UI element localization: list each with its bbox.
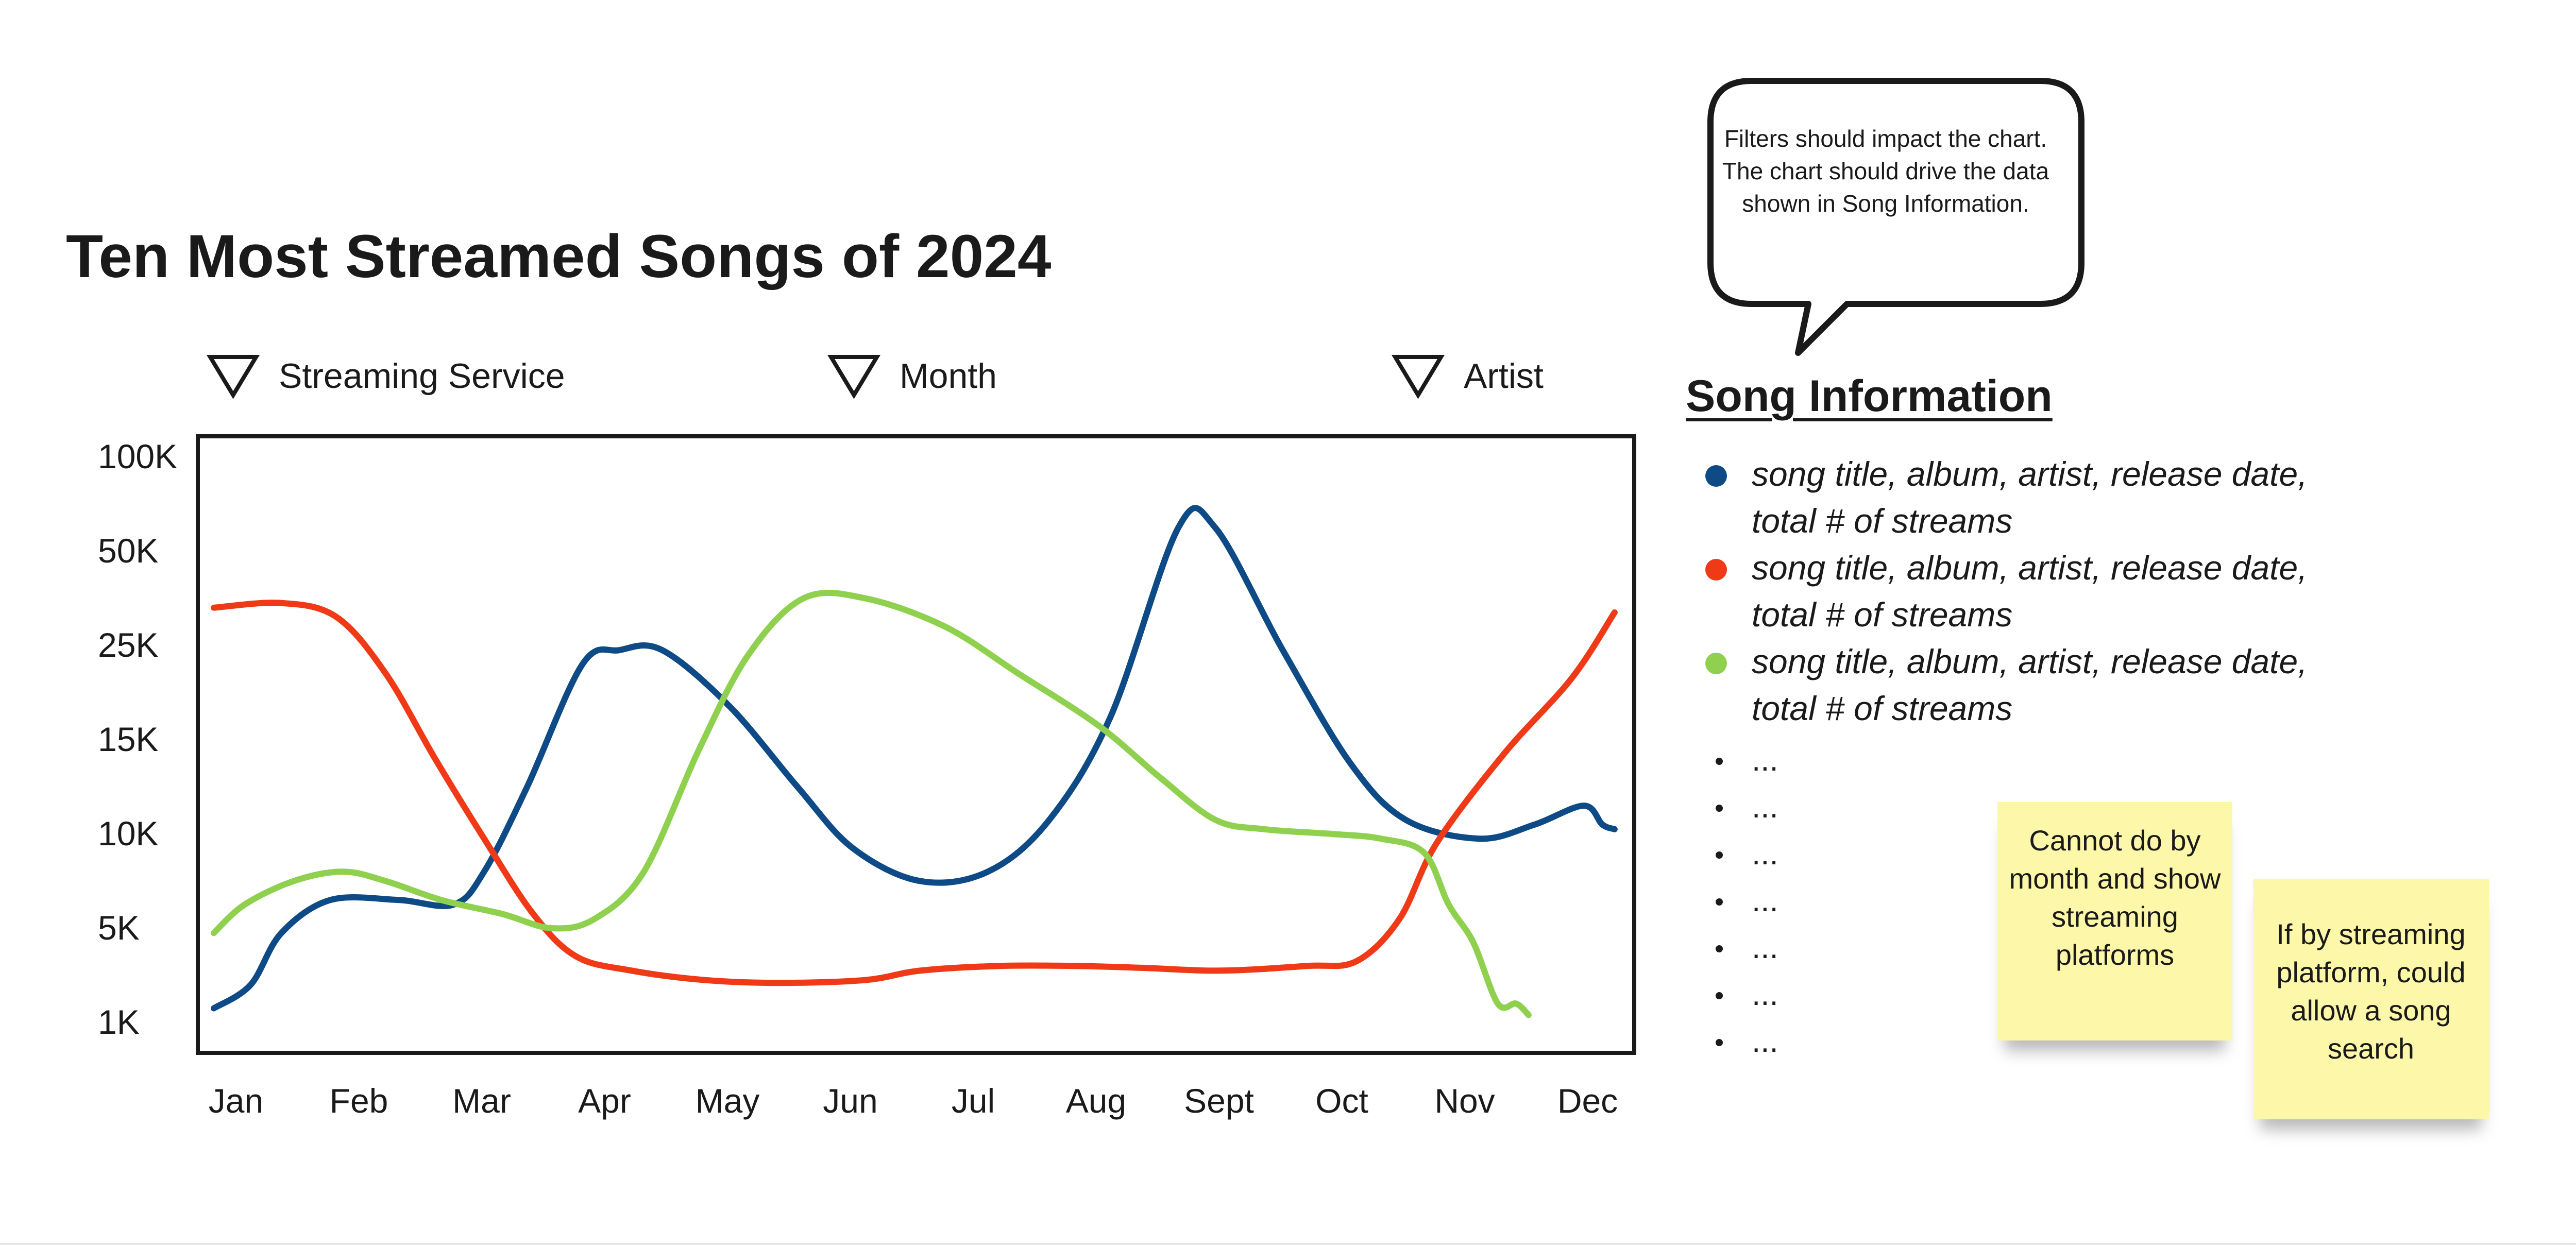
song-item[interactable]: song title, album, artist, release date,… (1705, 451, 2334, 544)
x-tick-label: Sept (1184, 1082, 1254, 1120)
list-item: ... (1716, 877, 1778, 924)
plot-frame (196, 434, 1636, 1055)
y-tick-label: 25K (98, 626, 158, 664)
triangle-down-icon (206, 355, 260, 399)
callout-text: Filters should impact the chart. The cha… (1722, 125, 2049, 217)
more-songs-list: ... ... ... ... ... ... ... (1716, 737, 1778, 1065)
x-tick-label: Jun (823, 1082, 877, 1120)
bullet-icon (1716, 1039, 1723, 1046)
list-item: ... (1716, 737, 1778, 783)
x-tick-label: Dec (1557, 1082, 1618, 1120)
series-line-1[interactable] (211, 505, 1618, 1012)
x-tick-label: Feb (330, 1082, 388, 1120)
bullet-icon (1716, 992, 1723, 999)
bullet-icon (1716, 805, 1723, 812)
list-item: ... (1716, 783, 1778, 830)
page-title: Ten Most Streamed Songs of 2024 (66, 223, 1052, 291)
list-item: ... (1716, 924, 1778, 971)
bullet-icon (1716, 758, 1723, 765)
song-info-title: Song Information (1686, 371, 2053, 421)
song-item[interactable]: song title, album, artist, release date,… (1705, 638, 2334, 732)
sticky-note[interactable]: Cannot do by month and show streaming pl… (1997, 802, 2232, 1041)
sticky-note-text: Cannot do by month and show streaming pl… (2009, 824, 2221, 971)
y-tick-label: 10K (98, 814, 158, 852)
song-item-text: song title, album, artist, release date,… (1752, 549, 2308, 634)
filter-month[interactable]: Month (827, 353, 997, 399)
x-tick-label: Jul (952, 1082, 995, 1120)
x-tick-label: Aug (1066, 1082, 1126, 1120)
filter-artist[interactable]: Artist (1391, 353, 1544, 399)
series-line-2[interactable] (211, 600, 1618, 986)
callout-bubble (1707, 78, 2084, 356)
sticky-note[interactable]: If by streaming platform, could allow a … (2253, 879, 2489, 1119)
sticky-note-text: If by streaming platform, could allow a … (2276, 918, 2466, 1065)
x-tick-label: Jan (209, 1082, 263, 1120)
x-tick-label: Nov (1434, 1082, 1495, 1120)
filter-streaming-service[interactable]: Streaming Service (206, 353, 565, 399)
bullet-icon (1716, 945, 1723, 952)
series-color-dot (1705, 465, 1727, 487)
filter-label: Month (900, 356, 997, 396)
y-tick-label: 100K (98, 437, 177, 475)
y-tick-label: 5K (98, 909, 140, 947)
y-tick-label: 15K (98, 720, 158, 758)
series-color-dot (1705, 559, 1727, 581)
x-tick-label: Oct (1315, 1082, 1368, 1120)
x-tick-label: Apr (578, 1082, 631, 1120)
x-tick-label: Mar (452, 1082, 511, 1120)
list-item: ... (1716, 830, 1778, 877)
filter-label: Artist (1464, 356, 1544, 396)
y-tick-label: 1K (98, 1003, 140, 1041)
filter-label: Streaming Service (279, 356, 565, 396)
triangle-down-icon (827, 355, 881, 399)
series-color-dot (1705, 653, 1727, 674)
y-tick-label: 50K (98, 532, 158, 570)
song-list: song title, album, artist, release date,… (1705, 451, 2334, 732)
bullet-icon (1716, 851, 1723, 859)
list-item: ... (1716, 1018, 1778, 1065)
list-item: ... (1716, 971, 1778, 1018)
triangle-down-icon (1391, 355, 1445, 399)
song-item-text: song title, album, artist, release date,… (1752, 642, 2308, 727)
series-line-3[interactable] (211, 589, 1532, 1018)
bullet-icon (1716, 898, 1723, 906)
song-item-text: song title, album, artist, release date,… (1752, 455, 2308, 540)
song-item[interactable]: song title, album, artist, release date,… (1705, 544, 2334, 638)
x-tick-label: May (696, 1082, 760, 1120)
